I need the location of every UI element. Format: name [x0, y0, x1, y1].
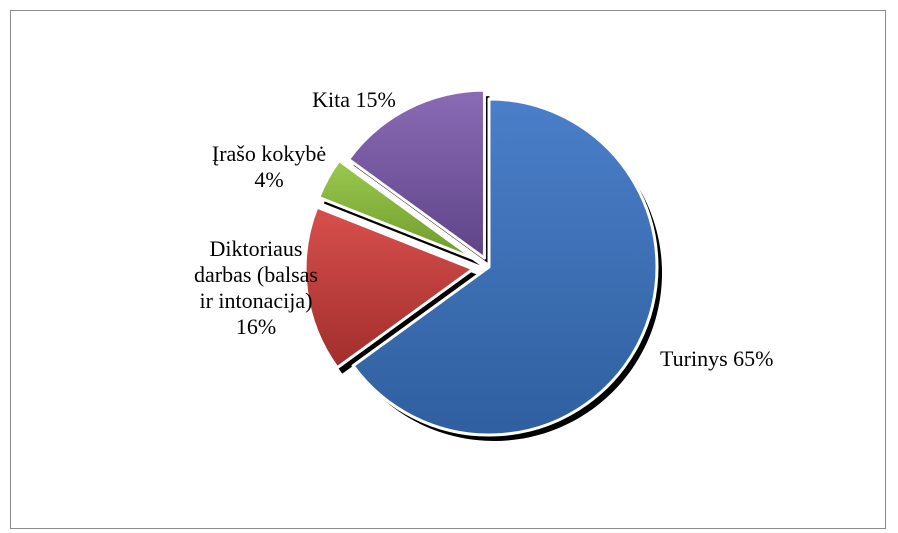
slice-label: Diktoriaus darbas (balsas ir intonacija) 16…	[194, 236, 318, 339]
pie-slices	[305, 90, 657, 435]
slice-label-line: ir intonacija)	[199, 288, 312, 313]
slice-label-line: Kita 15%	[312, 87, 396, 112]
slice-label: Kita 15%	[312, 87, 396, 112]
chart-frame: Turinys 65% Diktoriaus darbas (balsas ir in…	[10, 10, 886, 529]
slice-label-line: Diktoriaus	[210, 236, 303, 261]
slice-label: Turinys 65%	[660, 346, 774, 371]
slice-label-line: Turinys 65%	[660, 346, 774, 371]
pie-chart: Turinys 65% Diktoriaus darbas (balsas ir in…	[11, 11, 887, 530]
slice-label-line: darbas (balsas	[194, 262, 318, 287]
slice-label-line: 16%	[236, 314, 276, 339]
slice-label-line: 4%	[254, 167, 283, 192]
slice-label-line: Įrašo kokybė	[212, 141, 326, 166]
slice-label: Įrašo kokybė 4%	[212, 141, 326, 192]
